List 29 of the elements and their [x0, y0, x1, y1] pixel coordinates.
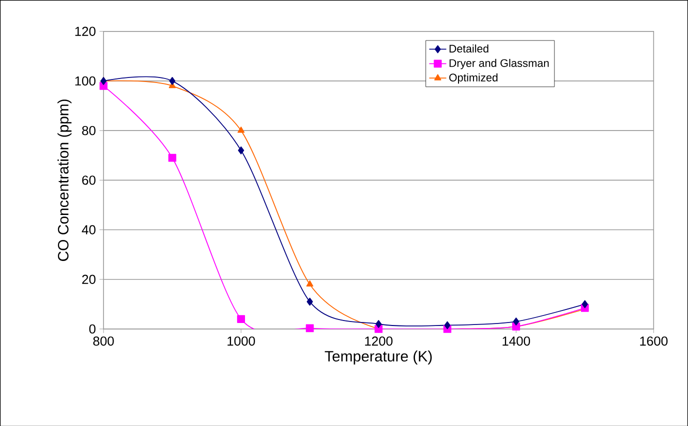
point: [513, 317, 520, 326]
point: [582, 300, 588, 308]
point: [238, 126, 245, 133]
y-tick-label: 60: [82, 175, 96, 185]
y-tick-label: 0: [89, 324, 96, 334]
y-tick-label: 40: [82, 224, 96, 234]
point: [306, 297, 313, 306]
point: [444, 321, 450, 329]
point: [375, 320, 382, 328]
y-axis-title: CO Concentration (ppm): [58, 99, 72, 261]
x-tick-label: 1600: [640, 336, 668, 346]
y-tick-label: 120: [75, 26, 96, 36]
x-tick-label: 1000: [228, 336, 255, 346]
x-tick-label: 800: [93, 336, 114, 346]
legend-label: Detailed: [450, 44, 488, 52]
legend-label: Dryer and Glassman: [450, 58, 549, 69]
x-axis-title: Temperature (K): [324, 350, 432, 364]
y-tick-label: 20: [82, 274, 96, 284]
point: [237, 314, 246, 323]
point: [238, 146, 244, 154]
x-tick-label: 1200: [365, 336, 393, 346]
x-tick-label: 1400: [502, 336, 530, 346]
legend-label: Optimized: [449, 73, 498, 84]
point: [306, 280, 314, 286]
y-tick-label: 100: [75, 76, 96, 86]
point: [168, 154, 176, 162]
point: [169, 76, 176, 85]
point: [306, 324, 314, 332]
y-tick-label: 80: [82, 126, 96, 135]
